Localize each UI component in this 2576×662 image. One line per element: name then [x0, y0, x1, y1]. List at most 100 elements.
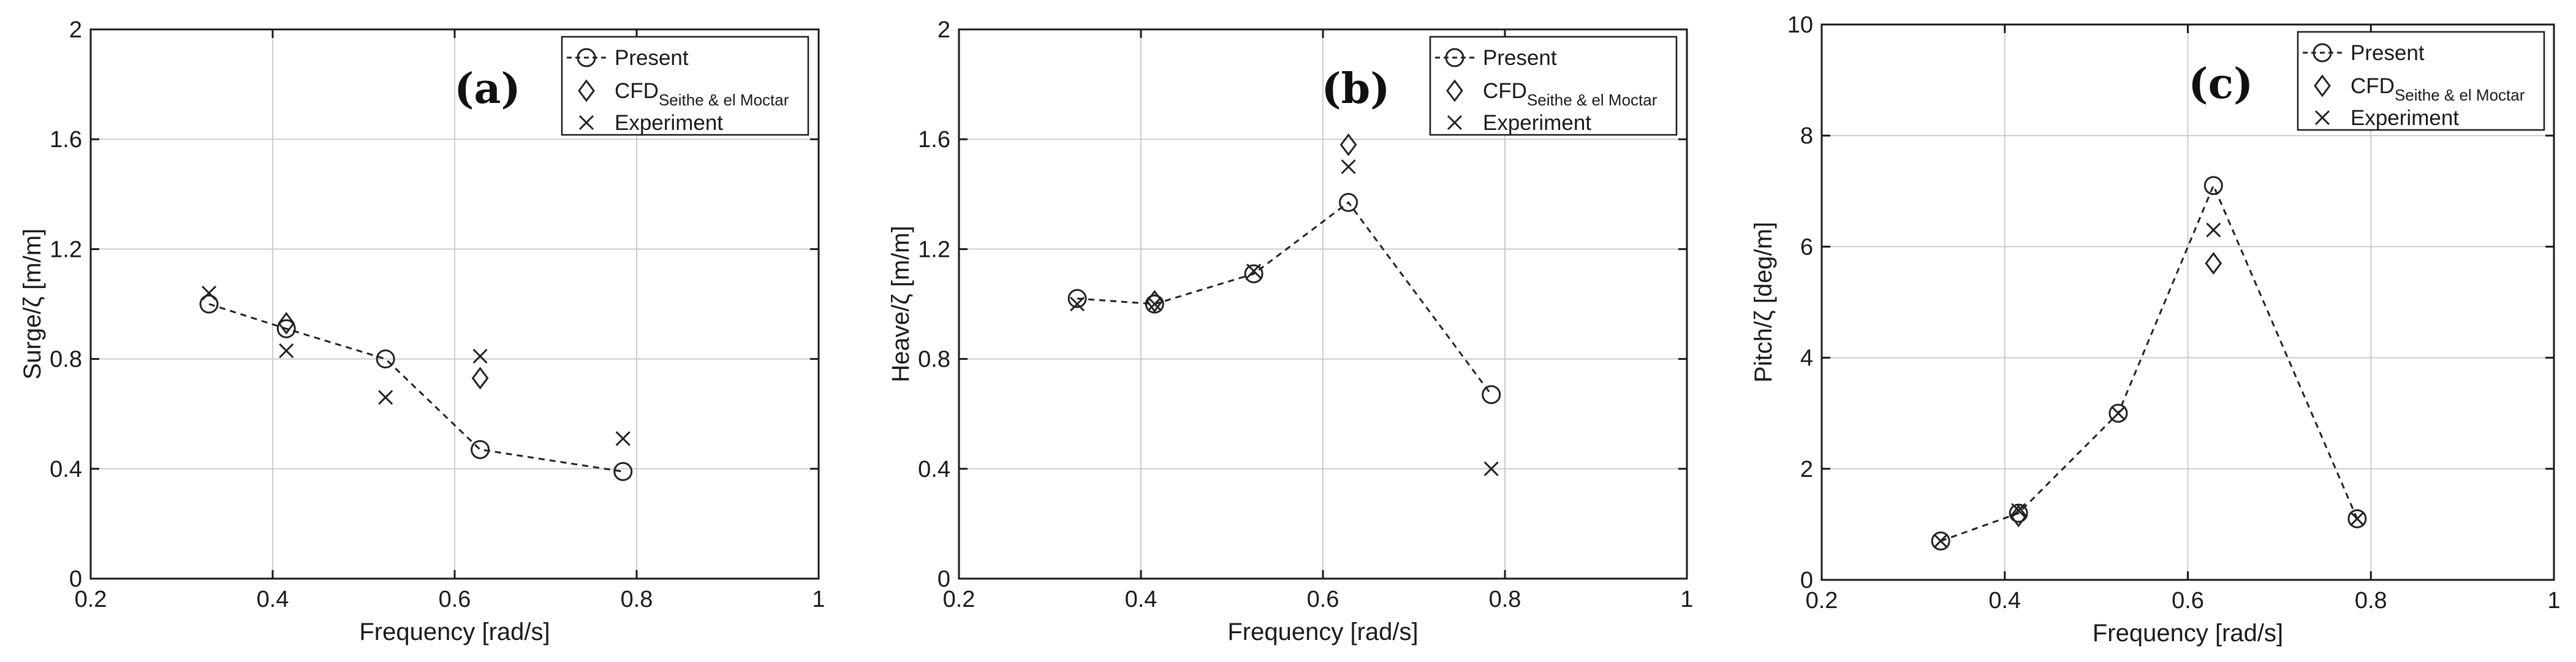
x-tick-label: 0.6: [2172, 588, 2204, 614]
point-circle: [2009, 503, 2028, 523]
y-tick-label: 0: [1800, 568, 1813, 593]
legend-label-subscript: Seithe & el Moctar: [1527, 91, 1657, 109]
point-circle: [1244, 264, 1263, 284]
legend-label: Experiment: [2351, 106, 2459, 130]
legend-label: Present: [615, 46, 689, 70]
y-tick-label: 1.6: [918, 127, 950, 153]
panel-label: (c): [2188, 59, 2253, 108]
x-axis-title: Frequency [rad/s]: [1227, 618, 1418, 645]
x-tick-label: 1: [1680, 587, 1693, 612]
point-circle: [2108, 403, 2128, 423]
y-tick-label: 4: [1800, 346, 1813, 371]
point-diamond: [278, 311, 295, 335]
legend-circle-icon: [2313, 43, 2332, 63]
point-cross: [201, 286, 217, 301]
x-tick-label: 1: [812, 587, 825, 612]
point-circle: [199, 294, 219, 314]
x-tick-label: 0.2: [943, 587, 975, 612]
x-tick-label: 0.6: [439, 587, 471, 612]
point-diamond: [1339, 133, 1357, 156]
point-cross: [2011, 503, 2026, 518]
legend-diamond-icon: [1446, 79, 1463, 102]
y-tick-label: 2: [1800, 457, 1813, 482]
legend-box: [1429, 36, 1678, 136]
point-circle: [1339, 192, 1358, 212]
legend-diamond-icon: [2314, 74, 2331, 97]
y-tick-label: 2: [69, 17, 82, 43]
point-cross: [1933, 533, 1949, 549]
x-axis-title: Frequency [rad/s]: [2093, 620, 2283, 647]
point-cross: [1483, 461, 1499, 476]
x-tick-label: 0.8: [1489, 587, 1521, 612]
x-tick-label: 0.2: [1806, 588, 1838, 614]
point-circle: [2203, 176, 2223, 196]
y-tick-label: 0: [938, 566, 950, 592]
point-diamond: [471, 367, 489, 390]
point-cross: [2206, 223, 2221, 238]
panel-b: 0.2 0.4 0.6 0.8 1 0 0.4 0.8 1.2 1.6 2 Frequency [ra…: [887, 17, 1694, 645]
x-tick-label: 0.6: [1307, 587, 1339, 612]
y-tick-label: 0: [69, 566, 82, 592]
x-tick-label: 0.8: [2355, 588, 2387, 614]
y-tick-label: 6: [1800, 234, 1813, 260]
y-tick-label: 0.4: [50, 457, 82, 482]
point-circle: [276, 319, 296, 338]
x-axis-title: Frequency [rad/s]: [359, 618, 550, 645]
legend-label: Experiment: [615, 111, 723, 135]
point-cross: [378, 390, 393, 405]
y-tick-label: 1.2: [918, 237, 950, 262]
y-tick-label: 8: [1800, 123, 1813, 149]
x-tick-label: 0.2: [75, 587, 107, 612]
legend-diamond-icon: [578, 79, 595, 102]
y-axis-title: Heave/ζ [m/m]: [887, 226, 914, 382]
point-cross: [1341, 159, 1356, 175]
legend-cross-icon: [1447, 115, 1463, 131]
legend-circle-icon: [577, 48, 596, 67]
legend-box: [2297, 31, 2545, 131]
point-cross: [1246, 264, 1262, 279]
y-tick-label: 0.8: [50, 347, 82, 373]
y-tick-label: 2: [938, 17, 950, 43]
x-tick-label: 0.4: [1988, 588, 2021, 614]
point-circle: [1482, 385, 1501, 405]
point-circle: [613, 462, 633, 481]
x-tick-label: 0.4: [257, 587, 289, 612]
legend-cross-icon: [578, 115, 594, 131]
y-tick-label: 0.8: [918, 347, 950, 373]
x-tick-label: 0.8: [621, 587, 653, 612]
point-cross: [615, 431, 631, 446]
point-circle: [1931, 531, 1950, 551]
point-diamond: [2205, 252, 2222, 275]
point-circle: [471, 439, 490, 459]
point-circle: [2347, 509, 2367, 528]
panel-label: (b): [1322, 64, 1390, 113]
legend-label: Present: [1483, 46, 1557, 70]
legend-label-subscript: Seithe & el Moctar: [2395, 86, 2525, 104]
point-cross: [1069, 296, 1085, 312]
legend-label: Experiment: [1483, 111, 1591, 135]
point-cross: [472, 349, 488, 364]
y-tick-label: 0.4: [918, 457, 950, 482]
legend-cross-icon: [2314, 110, 2330, 126]
point-circle: [376, 349, 395, 369]
point-cross: [1147, 296, 1162, 312]
panel-label: (a): [454, 64, 520, 113]
y-tick-label: 10: [1787, 12, 1813, 38]
legend-circle-icon: [1445, 48, 1464, 67]
x-tick-label: 1: [2547, 588, 2560, 614]
point-diamond: [2010, 504, 2028, 528]
point-cross: [2110, 406, 2126, 421]
y-tick-label: 1.6: [50, 127, 82, 153]
y-tick-label: 1.2: [50, 237, 82, 262]
x-tick-label: 0.4: [1125, 587, 1157, 612]
series-line-present: [208, 303, 623, 473]
y-axis-title: Pitch/ζ [deg/m]: [1750, 222, 1777, 382]
point-cross: [2349, 511, 2365, 527]
point-cross: [279, 343, 294, 359]
series-line-present: [1940, 183, 2358, 542]
legend-label-subscript: Seithe & el Moctar: [659, 91, 789, 109]
